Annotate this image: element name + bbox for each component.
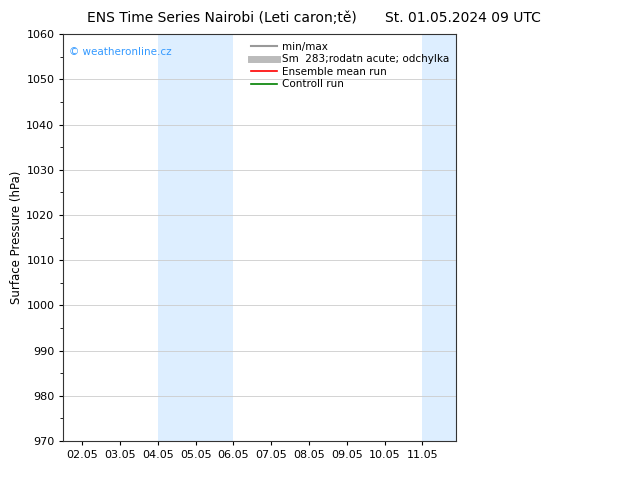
Legend: min/max, Sm  283;rodatn acute; odchylka, Ensemble mean run, Controll run: min/max, Sm 283;rodatn acute; odchylka, … [247, 37, 453, 94]
Y-axis label: Surface Pressure (hPa): Surface Pressure (hPa) [11, 171, 23, 304]
Text: St. 01.05.2024 09 UTC: St. 01.05.2024 09 UTC [385, 11, 541, 25]
Text: ENS Time Series Nairobi (Leti caron;tě): ENS Time Series Nairobi (Leti caron;tě) [87, 11, 357, 25]
Text: © weatheronline.cz: © weatheronline.cz [69, 47, 172, 56]
Bar [158, 34, 233, 441]
Bar [422, 34, 456, 441]
